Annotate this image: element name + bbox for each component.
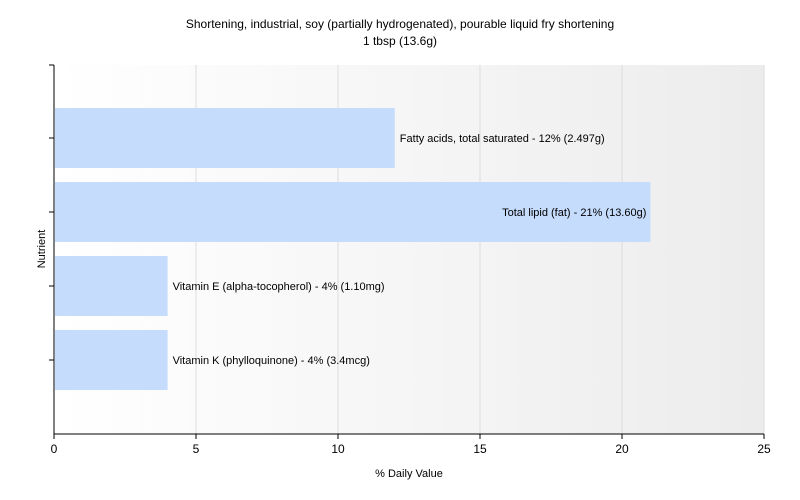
bar-1 [55, 182, 651, 242]
x-tick-label: 15 [473, 442, 487, 456]
chart-title: Shortening, industrial, soy (partially h… [186, 17, 614, 31]
x-tick-label: 25 [757, 442, 771, 456]
bar-label-0: Fatty acids, total saturated - 12% (2.49… [400, 133, 605, 145]
bars: Fatty acids, total saturated - 12% (2.49… [55, 108, 651, 390]
x-tick-label: 5 [193, 442, 200, 456]
axes [53, 65, 764, 435]
x-ticks: 0 5 10 15 20 25 [51, 434, 771, 456]
bar-3 [55, 330, 168, 390]
x-axis-label: % Daily Value [375, 468, 443, 480]
x-tick-label: 0 [51, 442, 58, 456]
chart-subtitle: 1 tbsp (13.6g) [363, 34, 437, 48]
y-ticks [49, 64, 54, 361]
bar-2 [55, 256, 168, 316]
bar-0 [55, 108, 395, 168]
x-tick-label: 20 [615, 442, 629, 456]
bar-label-1: Total lipid (fat) - 21% (13.60g) [502, 207, 646, 219]
x-tick-label: 10 [331, 442, 345, 456]
bar-label-3: Vitamin K (phylloquinone) - 4% (3.4mcg) [173, 355, 370, 367]
bar-label-2: Vitamin E (alpha-tocopherol) - 4% (1.10m… [173, 281, 385, 293]
y-axis-label: Nutrient [36, 230, 48, 269]
